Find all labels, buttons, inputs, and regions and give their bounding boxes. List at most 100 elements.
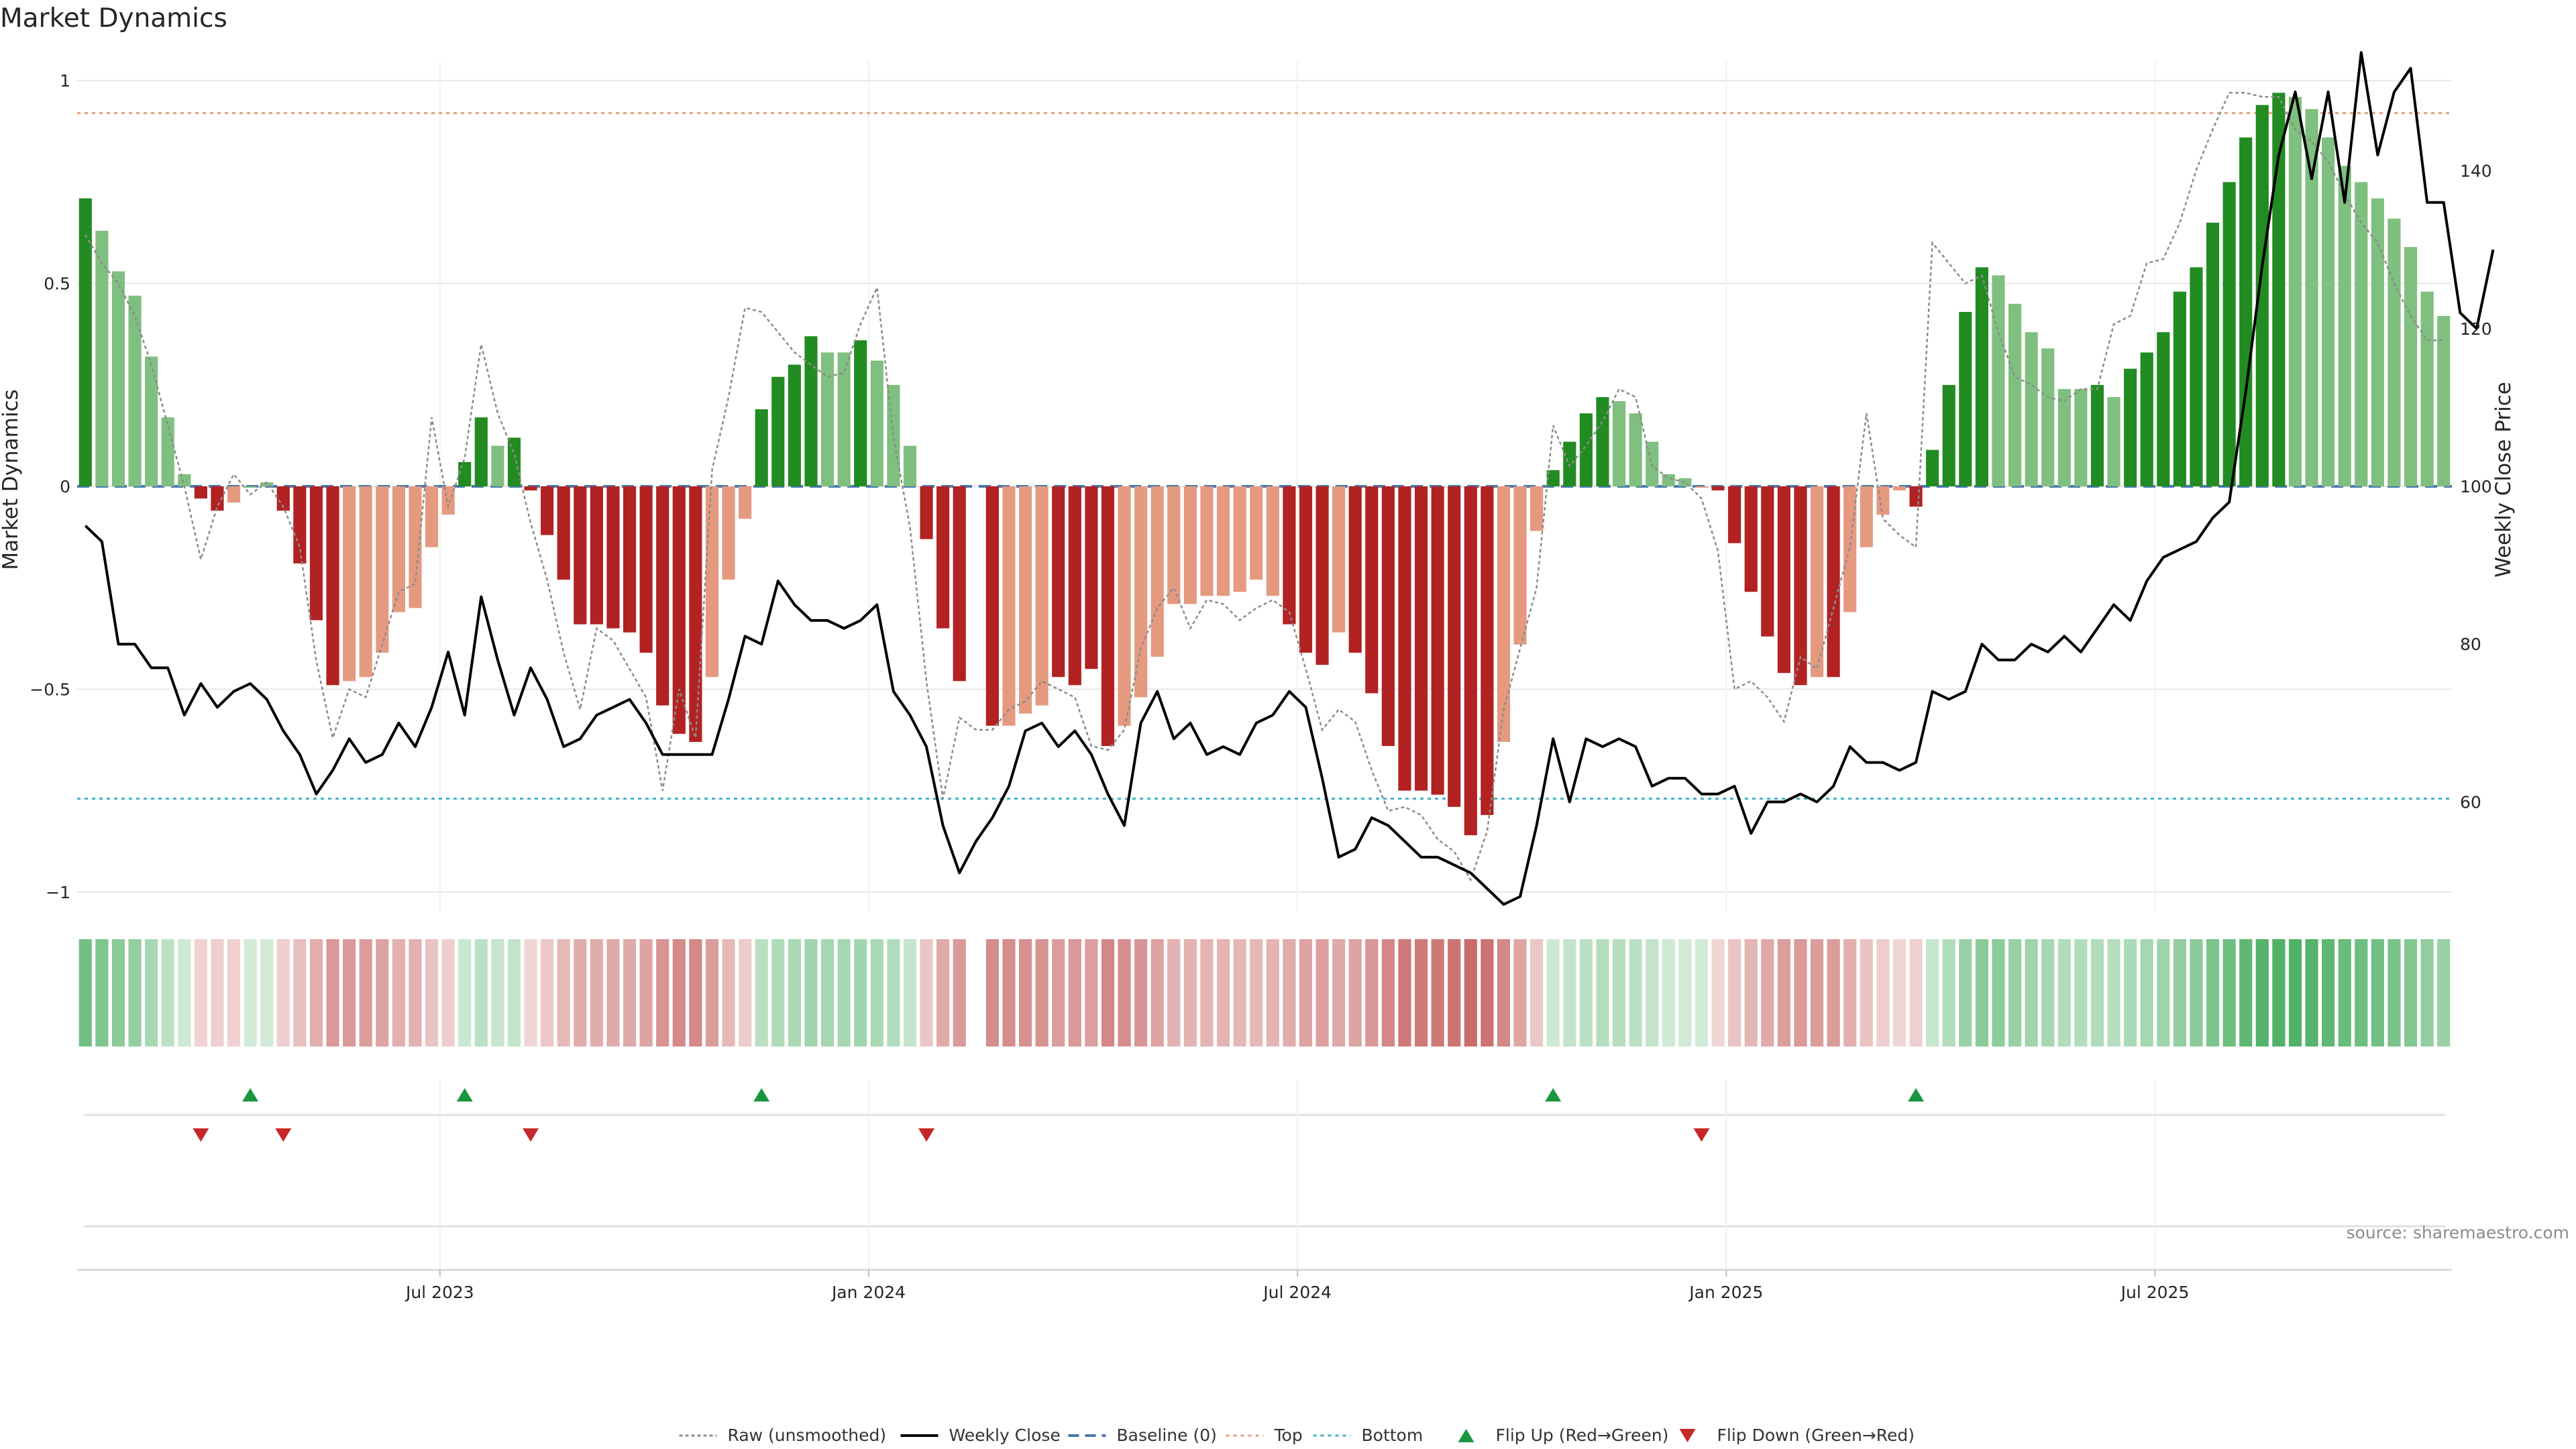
dynamics-bar [359,486,372,678]
y-tick-label: 0.5 [44,274,70,294]
dynamics-bar [145,356,158,486]
dynamics-bar [95,231,109,486]
dynamics-bar [1414,486,1428,791]
heat-strip-cell [2355,939,2368,1046]
heat-strip-cell [1546,939,1560,1046]
heat-strip-cell [309,939,323,1046]
heat-strip-cell [1018,939,1032,1046]
bar-series [78,93,2451,836]
dynamics-bar [936,486,950,629]
heat-strip-cell [2025,939,2038,1046]
heat-strip-cell [1563,939,1576,1046]
heat-strip-cell [2322,939,2335,1046]
heat-strip-cell [95,939,109,1046]
chart-title: Market Dynamics [0,3,227,34]
dynamics-bar [820,352,835,486]
heat-strip-cell [2288,939,2302,1046]
heat-strip-cell [739,939,752,1046]
dynamics-bar [2404,247,2418,486]
legend-swatch [1679,1429,1696,1442]
legend-item-bottom: Bottom [1313,1426,1423,1445]
dynamics-bar [837,352,851,486]
legend-item-down: Flip Down (Green→Red) [1679,1426,1915,1445]
dynamics-bar [672,486,686,734]
dynamics-bar [887,384,900,486]
dynamics-bar [1200,486,1214,596]
flip-up-marker [753,1088,770,1102]
heat-strip-cell [837,939,851,1046]
dynamics-bar [2107,396,2121,486]
heat-strip-cell [1513,939,1527,1046]
dynamics-bar [1761,486,1774,637]
heat-strip-cell [2074,939,2088,1046]
dynamics-bar [1530,486,1544,531]
dynamics-bar [1035,486,1049,706]
dynamics-bar [1497,486,1511,742]
heat-strip-cell [903,939,917,1046]
heat-strip-cell [409,939,422,1046]
legend-item-close: Weekly Close [900,1426,1061,1445]
flip-up-marker [242,1088,259,1102]
dynamics-bar [639,486,653,653]
dynamics-bar [1266,486,1279,596]
dynamics-bar [1398,486,1411,791]
heat-strip-cell [1002,939,1016,1046]
x-tick-label: Jan 2025 [1688,1283,1763,1302]
dynamics-bar [1892,486,1907,491]
heat-strip-cell [1283,939,1296,1046]
dynamics-bar [1299,486,1313,653]
heat-strip-cell [1183,939,1197,1046]
dynamics-bar [1018,486,1032,714]
heat-strip-cell [1150,939,1164,1046]
heat-strip-cell [376,939,389,1046]
heat-strip-cell [293,939,307,1046]
heat-strip-cell [1332,939,1346,1046]
heat-strip-cell [936,939,950,1046]
dynamics-bar [326,486,339,686]
heat-strip-cell [1431,939,1444,1046]
heat-strip-cell [1134,939,1148,1046]
dynamics-bar [1860,486,1873,547]
reference-lines [77,112,2452,800]
heat-strip-cell [1216,939,1230,1046]
heat-strip-cell [1827,939,1840,1046]
x-tick-label: Jul 2025 [2120,1283,2190,1302]
dynamics-bar [1332,486,1346,633]
dynamics-bar [194,486,207,499]
heat-strip-cell [244,939,257,1046]
heat-strip-cell [1810,939,1824,1046]
dynamics-bar [2124,368,2137,486]
raw-series-line [85,92,2444,882]
heat-strip-cell [2173,939,2186,1046]
flip-down-marker [275,1128,292,1142]
heat-strip-cell [359,939,372,1046]
heat-strip-cell [260,939,274,1046]
dynamics-bar [2305,109,2318,487]
dynamics-bar [1052,486,1065,678]
dynamics-bar [1002,486,1016,726]
dynamics-bar [1233,486,1246,592]
heat-strip-cell [1744,939,1758,1046]
dynamics-bar [507,437,521,486]
y2-tick-label: 60 [2460,792,2481,812]
dynamics-bar [1794,486,1807,686]
dynamics-bar [1381,486,1395,747]
dynamics-bar [409,486,422,608]
dynamics-bar [903,445,917,486]
heat-strip-cell [1892,939,1907,1046]
heat-strip-cell [1596,939,1609,1046]
y-tick-label: 0 [60,477,70,496]
x-tick-label: Jul 2023 [405,1283,474,1302]
heat-strip-cell [590,939,603,1046]
legend-item-up: Flip Up (Red→Green) [1458,1426,1668,1445]
heat-strip-cell [953,939,966,1046]
heat-strip-cell [1481,939,1494,1046]
heat-strip-cell [1695,939,1709,1046]
dynamics-bar [1942,384,1955,486]
dynamics-bar [1695,486,1709,488]
heat-strip-cell [820,939,835,1046]
heat-strip-cell [2371,939,2384,1046]
heat-strip-cell [672,939,686,1046]
y2-tick-label: 80 [2460,635,2481,654]
dynamics-bar [1134,486,1148,698]
